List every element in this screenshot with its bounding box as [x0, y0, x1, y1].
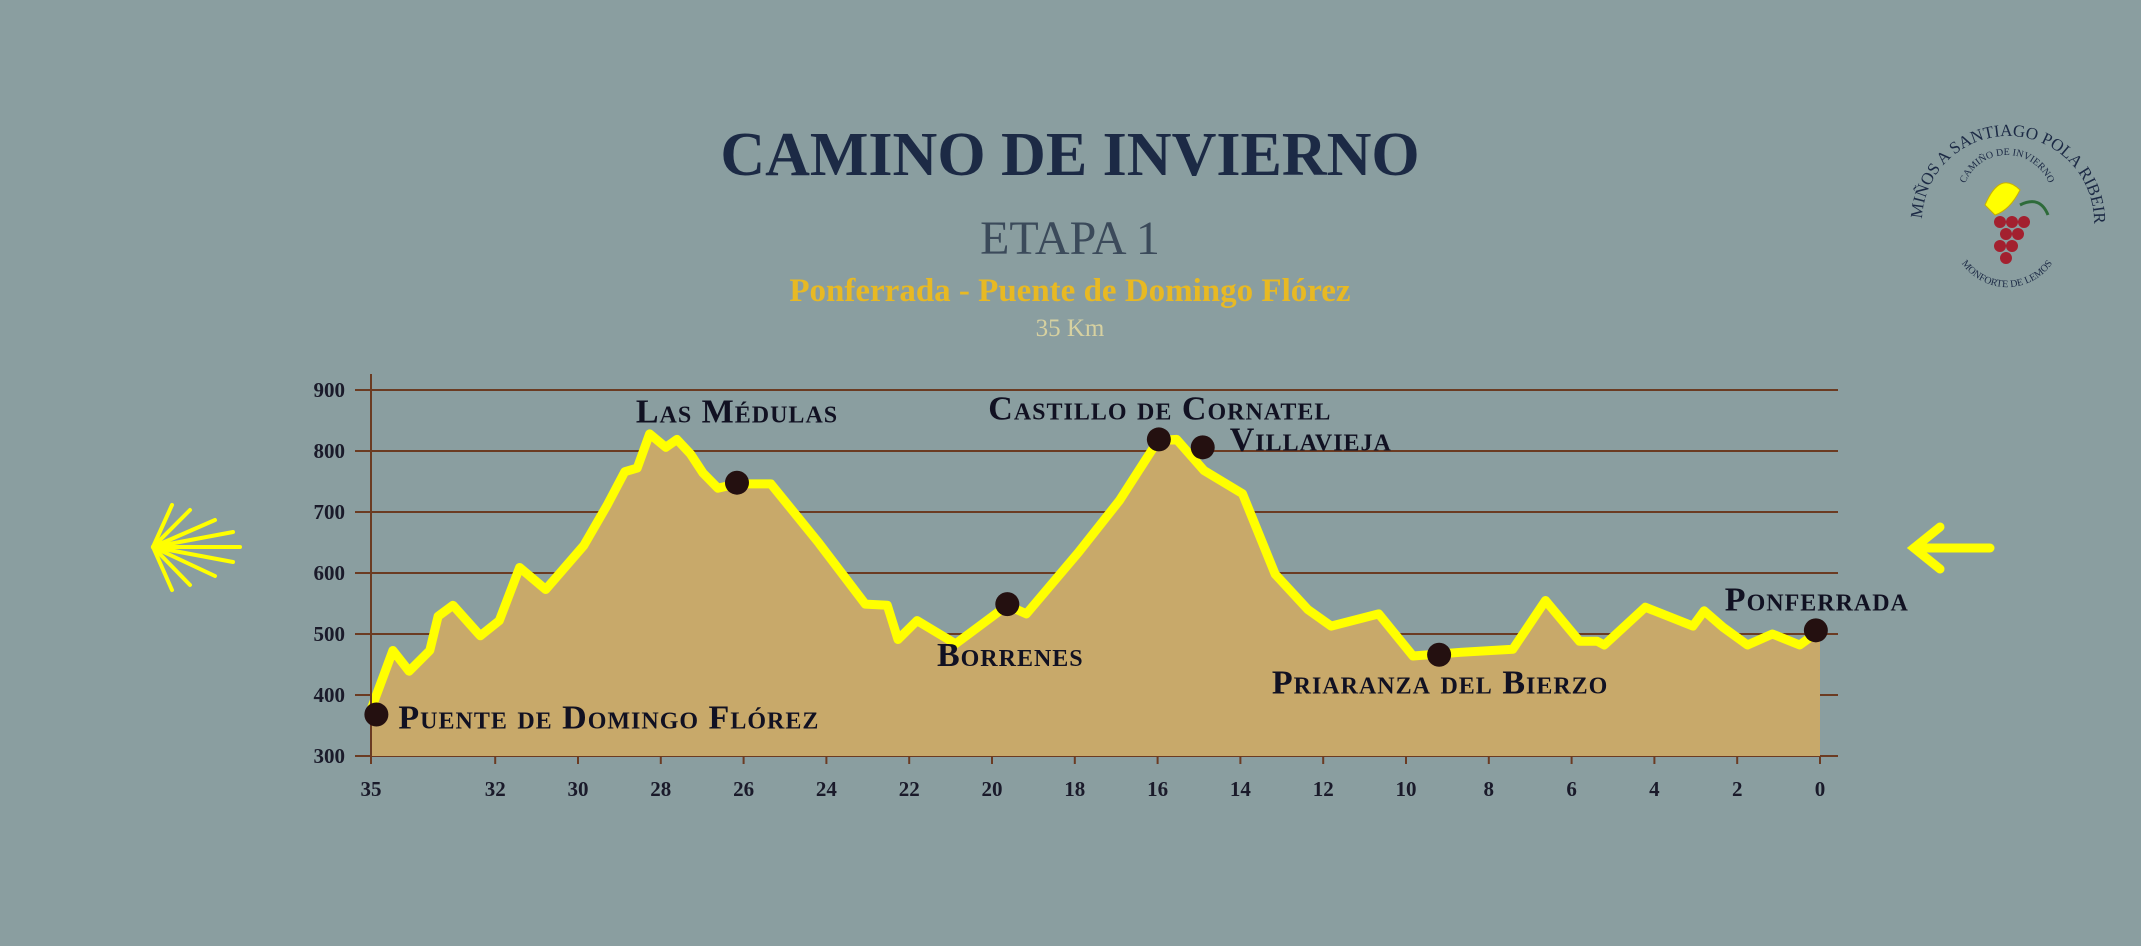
- x-tick-label: 22: [899, 777, 920, 801]
- distance: 35 Km: [1036, 315, 1105, 342]
- y-tick-label: 500: [314, 622, 346, 646]
- waypoint: [1427, 642, 1452, 667]
- waypoint-label: Borrenes: [937, 637, 1084, 674]
- title: CAMINO DE INVIERNO: [720, 121, 1419, 189]
- x-tick-label: 12: [1313, 777, 1334, 801]
- x-tick-label: 26: [733, 777, 754, 801]
- waypoint: [364, 702, 389, 727]
- y-tick-label: 600: [314, 561, 346, 585]
- y-tick-label: 300: [314, 744, 346, 768]
- y-tick-label: 400: [314, 683, 346, 707]
- shell-icon: [151, 503, 242, 592]
- direction-arrow: [1906, 522, 1995, 574]
- waypoint: [1803, 618, 1828, 643]
- route: Ponferrada - Puente de Domingo Flórez: [789, 273, 1350, 309]
- x-tick-label: 18: [1064, 777, 1085, 801]
- waypoint-label: Puente de Domingo Flórez: [398, 700, 819, 737]
- x-tick-label: 32: [485, 777, 506, 801]
- x-tick-label: 10: [1396, 777, 1417, 801]
- waypoint: [1190, 435, 1215, 460]
- x-tick-label: 6: [1566, 777, 1577, 801]
- elevation-line: [366, 429, 1825, 715]
- waypoint: [995, 592, 1020, 617]
- x-tick-label: 8: [1484, 777, 1495, 801]
- y-tick-label: 800: [314, 439, 346, 463]
- waypoint-label: Villavieja: [1230, 421, 1392, 458]
- subtitle: ETAPA 1: [980, 212, 1160, 265]
- waypoint-label: Priaranza del Bierzo: [1272, 665, 1609, 702]
- waypoint-label: Ponferrada: [1725, 581, 1909, 618]
- x-tick-label: 16: [1147, 777, 1168, 801]
- waypoint-label: Castillo de Cornatel: [988, 390, 1331, 427]
- x-tick-label: 14: [1230, 777, 1252, 801]
- x-tick-label: 20: [982, 777, 1003, 801]
- waypoint: [724, 470, 749, 495]
- x-tick-label: 2: [1732, 777, 1743, 801]
- elevation-area: [371, 433, 1820, 756]
- waypoint-label: Las Médulas: [636, 394, 838, 431]
- x-tick-label: 28: [650, 777, 671, 801]
- y-tick-label: 900: [314, 378, 346, 402]
- x-tick-label: 0: [1815, 777, 1826, 801]
- x-tick-label: 35: [361, 777, 382, 801]
- x-tick-label: 4: [1649, 777, 1660, 801]
- x-tick-label: 24: [816, 777, 838, 801]
- waypoint: [1146, 427, 1171, 452]
- y-tick-label: 700: [314, 500, 346, 524]
- x-tick-label: 30: [568, 777, 589, 801]
